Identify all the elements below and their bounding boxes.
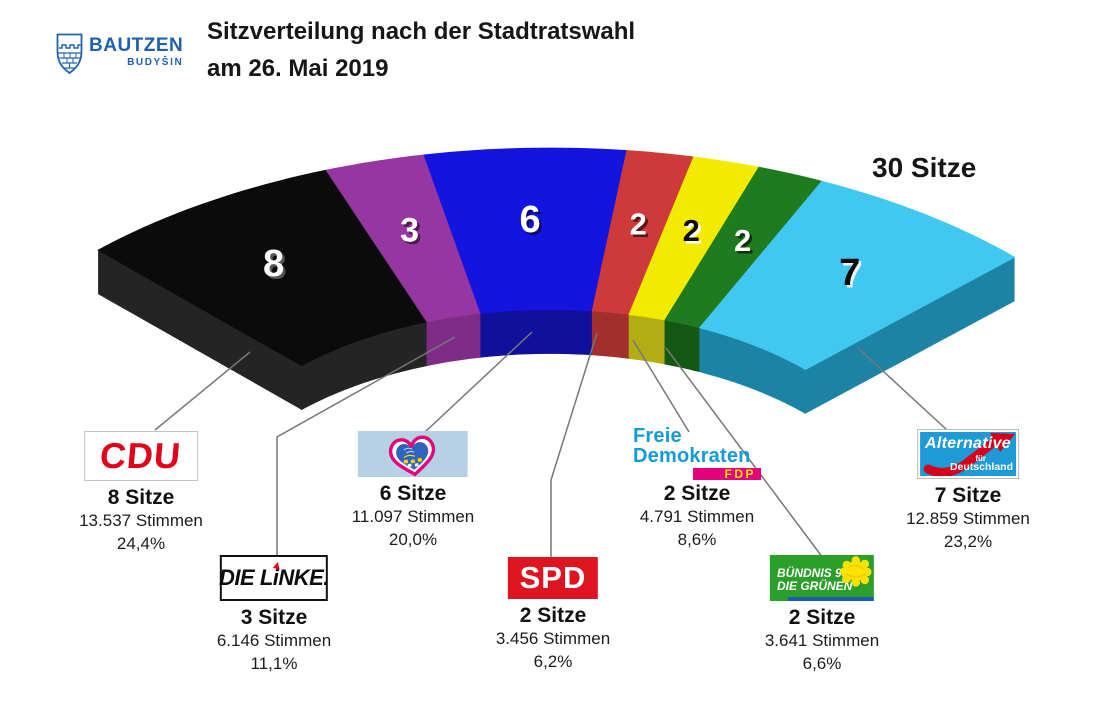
seat-number-shadow-fdp: 2	[685, 216, 702, 251]
cdu-percent-label: 24,4%	[116, 533, 166, 553]
seat-number-bb: 6	[520, 199, 541, 241]
spd-percent-label: 6,2%	[533, 651, 573, 671]
seat-number-fdp: 2	[683, 213, 700, 248]
gruene-seats-label: 2 Sitze	[788, 606, 856, 629]
seat-number-afd: 7	[839, 252, 860, 294]
segment-afd	[698, 180, 1016, 371]
spd-seats-label: 2 Sitze	[519, 604, 587, 627]
linke-logo: DIE LiNKE.	[219, 555, 329, 601]
leader-line-afd	[857, 347, 948, 431]
cdu-votes-label: 13.537 Stimmen	[79, 511, 203, 531]
fdp-logo-line2: Demokraten	[633, 444, 751, 467]
spd-logo-text: SPD	[519, 560, 587, 595]
buergerbuendnis-votes-label: 11.097 Stimmen	[351, 507, 475, 527]
afd-logo-sub1: für	[975, 454, 986, 463]
party-column-buergerbuendnis: 6 Sitze 11.097 Stimmen 20,0%	[351, 431, 475, 551]
leader-line-fdp	[632, 339, 690, 433]
segment-wall-bb	[480, 309, 593, 358]
fdp-logo: Freie Demokraten FDP	[633, 424, 761, 481]
segment-wall-spd	[591, 310, 630, 359]
leader-line-linke	[276, 336, 456, 555]
seat-number-cdu: 8	[263, 243, 284, 285]
segment-wall-gruene	[664, 319, 700, 373]
brand-city-name: BAUTZEN	[89, 35, 184, 56]
leader-line-spd	[550, 332, 598, 558]
title-line-1: Sitzverteilung nach der Stadtratswahl	[207, 18, 636, 45]
seat-number-linke: 3	[400, 212, 419, 250]
heart-icon	[358, 431, 468, 477]
seat-number-spd: 2	[630, 207, 647, 242]
cdu-seats-label: 8 Sitze	[107, 486, 175, 509]
linke-logo-text: DIE LiNKE.	[219, 565, 329, 590]
fdp-logo-line1: Freie	[633, 424, 682, 447]
party-column-spd: SPD 2 Sitze 3.456 Stimmen 6,2%	[496, 557, 610, 673]
spd-votes-label: 3.456 Stimmen	[495, 629, 611, 649]
afd-seats-label: 7 Sitze	[934, 484, 1002, 507]
gruene-percent-label: 6,6%	[802, 653, 842, 673]
leader-line-gruene	[665, 347, 827, 563]
leader-line-cdu	[154, 351, 251, 431]
fdp-votes-label: 4.791 Stimmen	[639, 507, 755, 527]
cdu-logo-text: CDU	[98, 435, 184, 476]
party-column-gruene: BÜNDNIS 90 DIE GRÜNEN 2 Sitze 3.641 Stim…	[765, 555, 879, 675]
bautzen-logo: BAUTZEN BUDYŠIN	[56, 33, 183, 75]
party-column-linke: DIE LiNKE. 3 Sitze 6.146 Stimmen 11,1%	[217, 555, 331, 675]
linke-votes-label: 6.146 Stimmen	[216, 631, 332, 651]
party-column-fdp: Freie Demokraten FDP 2 Sitze 4.791 Stimm…	[633, 424, 761, 551]
sunflower-icon	[840, 556, 872, 587]
buergerbuendnis-seats-label: 6 Sitze	[379, 482, 447, 505]
seat-number-gruene: 2	[734, 223, 751, 258]
cut-face-left	[98, 250, 302, 410]
party-column-cdu: CDU 8 Sitze 13.537 Stimmen 24,4%	[79, 431, 203, 555]
buergerbuendnis-percent-label: 20,0%	[388, 529, 438, 549]
seat-number-shadow-cdu: 8	[266, 246, 287, 288]
seat-number-shadow-linke: 3	[403, 214, 422, 252]
page-title: Sitzverteilung nach der Stadtratswahl am…	[207, 20, 635, 81]
buergerbuendnis-heart-logo	[358, 431, 468, 477]
fdp-percent-label: 8,6%	[677, 529, 717, 549]
afd-logo: Alternative für Deutschland	[916, 429, 1019, 479]
afd-arrow-icon	[923, 433, 1015, 476]
gruene-logo-line1: BÜNDNIS 90	[777, 566, 849, 580]
bautzen-shield-icon	[56, 33, 83, 75]
fdp-seats-label: 2 Sitze	[663, 482, 731, 505]
fdp-logo-badge: FDP	[693, 468, 761, 481]
party-column-afd: Alternative für Deutschland 7 Sitze 12.8…	[906, 429, 1030, 553]
gruene-logo-line2: DIE GRÜNEN	[777, 579, 853, 593]
seat-number-shadow-bb: 6	[522, 202, 543, 244]
linke-seats-label: 3 Sitze	[240, 606, 308, 629]
seat-number-shadow-afd: 7	[842, 254, 863, 296]
afd-percent-label: 23,2%	[943, 531, 993, 551]
spd-logo: SPD	[508, 557, 598, 599]
leader-line-bb	[424, 331, 533, 433]
total-seats-label: 30 Sitze	[872, 152, 977, 183]
afd-logo-line1: Alternative	[924, 435, 1011, 452]
gruene-votes-label: 3.641 Stimmen	[764, 631, 880, 651]
seat-number-shadow-gruene: 2	[736, 225, 753, 260]
segment-wall-linke	[426, 312, 481, 367]
afd-votes-label: 12.859 Stimmen	[906, 509, 1030, 529]
brand-city-name-sorbian: BUDYŠIN	[127, 57, 184, 68]
linke-percent-label: 11,1%	[250, 653, 298, 673]
gruene-logo-blue-bar	[788, 597, 874, 601]
cdu-logo: CDU	[83, 431, 198, 481]
cut-face-right	[805, 257, 1015, 414]
segment-wall-fdp	[628, 314, 666, 365]
seat-number-shadow-spd: 2	[632, 209, 649, 244]
gruene-logo: BÜNDNIS 90 DIE GRÜNEN	[770, 555, 874, 601]
title-line-2: am 26. Mai 2019	[207, 55, 389, 82]
afd-logo-sub2: Deutschland	[949, 461, 1013, 473]
